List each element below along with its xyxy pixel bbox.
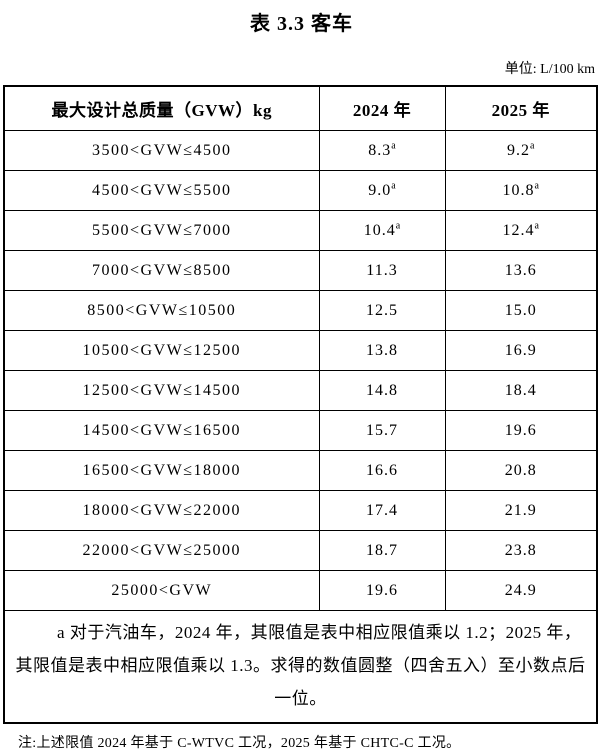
limit-2024-cell: 18.7 xyxy=(318,530,446,571)
limit-2024-cell: 12.5 xyxy=(318,290,446,331)
header-gvw: 最大设计总质量（GVW）kg xyxy=(3,85,320,131)
gvw-range-cell: 25000<GVW xyxy=(3,570,320,611)
header-2024: 2024 年 xyxy=(318,85,446,131)
gvw-range-cell: 5500<GVW≤7000 xyxy=(3,210,320,251)
limit-2024-footnote-marker: a xyxy=(391,140,396,152)
limits-table: 最大设计总质量（GVW）kg 2024 年 2025 年 3500<GVW≤45… xyxy=(3,85,598,724)
table-row: 3500<GVW≤4500 8.3a 9.2a xyxy=(3,130,598,171)
gvw-range-cell: 14500<GVW≤16500 xyxy=(3,410,320,451)
limit-2024-value: 14.8 xyxy=(366,381,398,399)
limit-2025-footnote-marker: a xyxy=(534,180,539,192)
limit-2025-footnote-marker: a xyxy=(530,140,535,152)
limit-2024-cell: 11.3 xyxy=(318,250,446,291)
limit-2024-cell: 10.4a xyxy=(318,210,446,251)
gvw-range-cell: 16500<GVW≤18000 xyxy=(3,450,320,491)
limit-2024-footnote-marker: a xyxy=(395,220,401,232)
gvw-range-cell: 8500<GVW≤10500 xyxy=(3,290,320,331)
footnote-row: a 对于汽油车，2024 年，其限值是表中相应限值乘以 1.2；2025 年，其… xyxy=(3,610,598,724)
limit-2024-value: 11.3 xyxy=(366,261,398,279)
limit-2025-value: 21.9 xyxy=(504,501,537,519)
limit-2025-value: 19.6 xyxy=(504,421,537,439)
limit-2024-value: 8.3 xyxy=(368,141,392,159)
limit-2025-value: 18.4 xyxy=(504,381,537,399)
limit-2024-value: 9.0 xyxy=(368,181,392,199)
limit-2025-value: 9.2 xyxy=(507,141,531,159)
limit-2024-value: 13.8 xyxy=(366,341,398,359)
table-row: 16500<GVW≤18000 16.6 20.8 xyxy=(3,450,598,491)
table-footnote: a 对于汽油车，2024 年，其限值是表中相应限值乘以 1.2；2025 年，其… xyxy=(3,610,598,724)
limit-2024-value: 12.5 xyxy=(366,301,398,319)
header-2025: 2025 年 xyxy=(444,85,598,131)
limit-2025-cell: 16.9 xyxy=(444,330,598,371)
table-row: 25000<GVW 19.6 24.9 xyxy=(3,570,598,611)
table-row: 14500<GVW≤16500 15.7 19.6 xyxy=(3,410,598,451)
gvw-range-cell: 4500<GVW≤5500 xyxy=(3,170,320,211)
limit-2025-cell: 18.4 xyxy=(444,370,598,411)
gvw-range-cell: 3500<GVW≤4500 xyxy=(3,130,320,171)
limit-2025-value: 24.9 xyxy=(504,581,537,599)
table-row: 12500<GVW≤14500 14.8 18.4 xyxy=(3,370,598,411)
limit-2024-value: 15.7 xyxy=(366,421,398,439)
limit-2025-value: 10.8 xyxy=(502,181,535,199)
table-row: 4500<GVW≤5500 9.0a 10.8a xyxy=(3,170,598,211)
limit-2024-cell: 9.0a xyxy=(318,170,446,211)
limit-2024-cell: 8.3a xyxy=(318,130,446,171)
limit-2025-value: 16.9 xyxy=(504,341,537,359)
gvw-range-cell: 22000<GVW≤25000 xyxy=(3,530,320,571)
limit-2024-value: 10.4 xyxy=(363,221,396,239)
gvw-range-cell: 7000<GVW≤8500 xyxy=(3,250,320,291)
table-row: 7000<GVW≤8500 11.3 13.6 xyxy=(3,250,598,291)
limit-2025-cell: 12.4a xyxy=(444,210,598,251)
limit-2024-cell: 15.7 xyxy=(318,410,446,451)
limit-2024-value: 19.6 xyxy=(366,581,398,599)
limit-2024-value: 17.4 xyxy=(366,501,398,519)
limit-2024-cell: 13.8 xyxy=(318,330,446,371)
limit-2025-cell: 19.6 xyxy=(444,410,598,451)
limit-2025-footnote-marker: a xyxy=(534,220,539,232)
limit-2024-cell: 19.6 xyxy=(318,570,446,611)
limit-2024-cell: 17.4 xyxy=(318,490,446,531)
limit-2024-value: 16.6 xyxy=(366,461,398,479)
table-row: 18000<GVW≤22000 17.4 21.9 xyxy=(3,490,598,531)
limit-2024-footnote-marker: a xyxy=(391,180,396,192)
limit-2025-cell: 23.8 xyxy=(444,530,598,571)
limit-2025-cell: 21.9 xyxy=(444,490,598,531)
document-note: 注:上述限值 2024 年基于 C-WTVC 工况，2025 年基于 CHTC-… xyxy=(18,736,461,751)
limit-2025-cell: 9.2a xyxy=(444,130,598,171)
header-row: 最大设计总质量（GVW）kg 2024 年 2025 年 xyxy=(3,85,598,131)
table-row: 22000<GVW≤25000 18.7 23.8 xyxy=(3,530,598,571)
gvw-range-cell: 12500<GVW≤14500 xyxy=(3,370,320,411)
limit-2025-cell: 24.9 xyxy=(444,570,598,611)
limit-2024-cell: 14.8 xyxy=(318,370,446,411)
gvw-range-cell: 10500<GVW≤12500 xyxy=(3,330,320,371)
limit-2025-value: 15.0 xyxy=(504,301,537,319)
limit-2025-value: 12.4 xyxy=(502,221,535,239)
limit-2025-cell: 13.6 xyxy=(444,250,598,291)
limit-2025-cell: 15.0 xyxy=(444,290,598,331)
table-row: 5500<GVW≤7000 10.4a 12.4a xyxy=(3,210,598,251)
gvw-range-cell: 18000<GVW≤22000 xyxy=(3,490,320,531)
page-title: 表 3.3 客车 xyxy=(250,13,353,35)
limit-2024-value: 18.7 xyxy=(366,541,398,559)
limit-2025-value: 13.6 xyxy=(504,261,537,279)
limit-2025-value: 20.8 xyxy=(504,461,537,479)
limit-2024-cell: 16.6 xyxy=(318,450,446,491)
table-row: 8500<GVW≤10500 12.5 15.0 xyxy=(3,290,598,331)
limit-2025-cell: 20.8 xyxy=(444,450,598,491)
limit-2025-value: 23.8 xyxy=(504,541,537,559)
limit-2025-cell: 10.8a xyxy=(444,170,598,211)
table-row: 10500<GVW≤12500 13.8 16.9 xyxy=(3,330,598,371)
unit-label: 单位: L/100 km xyxy=(504,62,595,77)
